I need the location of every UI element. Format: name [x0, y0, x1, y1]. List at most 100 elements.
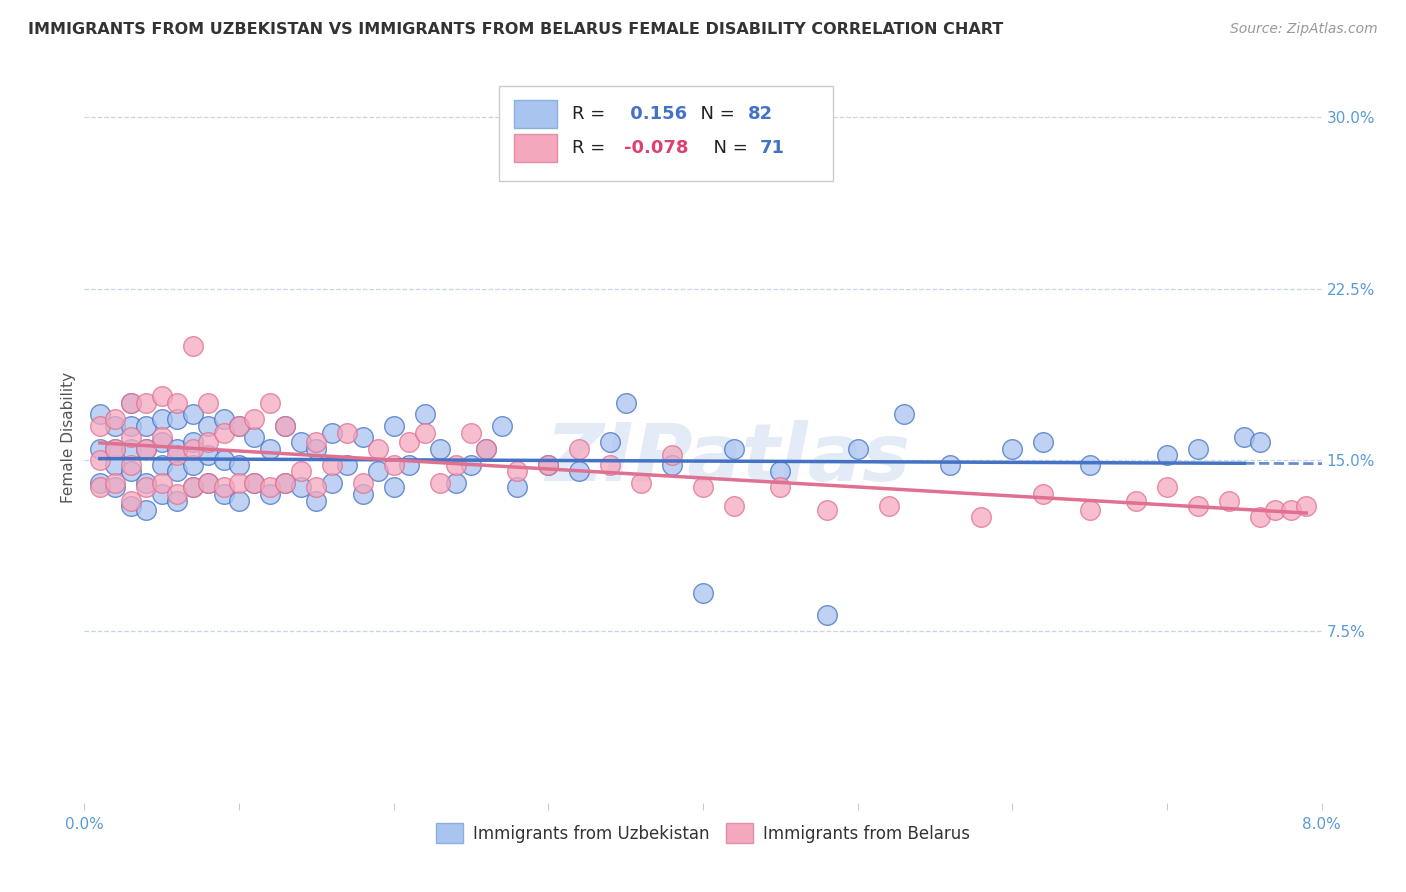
- Text: N =: N =: [689, 104, 741, 123]
- Point: [568, 442, 591, 456]
- Point: [723, 499, 745, 513]
- Point: [135, 503, 157, 517]
- Point: [243, 430, 266, 444]
- Point: [444, 458, 467, 472]
- Point: [723, 442, 745, 456]
- Point: [413, 425, 436, 440]
- Point: [89, 418, 111, 433]
- Point: [1125, 494, 1147, 508]
- Point: [274, 418, 297, 433]
- Point: [305, 480, 328, 494]
- Point: [460, 425, 482, 440]
- Point: [382, 418, 405, 433]
- Point: [120, 494, 142, 508]
- Point: [1001, 442, 1024, 456]
- Point: [692, 480, 714, 494]
- Point: [150, 487, 173, 501]
- Point: [197, 475, 219, 490]
- Point: [352, 475, 374, 490]
- Point: [1249, 434, 1271, 449]
- Point: [321, 425, 343, 440]
- Point: [1156, 480, 1178, 494]
- Point: [1218, 494, 1240, 508]
- Text: IMMIGRANTS FROM UZBEKISTAN VS IMMIGRANTS FROM BELARUS FEMALE DISABILITY CORRELAT: IMMIGRANTS FROM UZBEKISTAN VS IMMIGRANTS…: [28, 22, 1004, 37]
- Point: [228, 475, 250, 490]
- Point: [305, 442, 328, 456]
- Point: [815, 503, 838, 517]
- Text: 71: 71: [759, 139, 785, 157]
- Point: [769, 464, 792, 478]
- Point: [104, 442, 127, 456]
- Text: 0.156: 0.156: [624, 104, 688, 123]
- Point: [259, 480, 281, 494]
- Point: [212, 487, 235, 501]
- FancyBboxPatch shape: [513, 100, 557, 128]
- Point: [475, 442, 498, 456]
- Point: [197, 418, 219, 433]
- Point: [769, 480, 792, 494]
- Legend: Immigrants from Uzbekistan, Immigrants from Belarus: Immigrants from Uzbekistan, Immigrants f…: [430, 817, 976, 849]
- Text: N =: N =: [702, 139, 754, 157]
- Point: [352, 487, 374, 501]
- Point: [290, 480, 312, 494]
- Point: [290, 434, 312, 449]
- Point: [120, 396, 142, 410]
- Point: [181, 442, 204, 456]
- Point: [89, 442, 111, 456]
- Point: [89, 480, 111, 494]
- Point: [1187, 442, 1209, 456]
- Point: [212, 425, 235, 440]
- Point: [135, 475, 157, 490]
- Point: [352, 430, 374, 444]
- Point: [104, 480, 127, 494]
- Point: [181, 480, 204, 494]
- Y-axis label: Female Disability: Female Disability: [60, 371, 76, 503]
- Point: [150, 430, 173, 444]
- Point: [259, 487, 281, 501]
- Point: [150, 389, 173, 403]
- FancyBboxPatch shape: [499, 86, 832, 181]
- Point: [120, 442, 142, 456]
- Point: [197, 475, 219, 490]
- Point: [475, 442, 498, 456]
- FancyBboxPatch shape: [513, 135, 557, 162]
- Point: [120, 418, 142, 433]
- Text: Source: ZipAtlas.com: Source: ZipAtlas.com: [1230, 22, 1378, 37]
- Point: [444, 475, 467, 490]
- Point: [599, 434, 621, 449]
- Point: [321, 475, 343, 490]
- Point: [661, 458, 683, 472]
- Point: [104, 412, 127, 426]
- Point: [321, 458, 343, 472]
- Point: [1279, 503, 1302, 517]
- Point: [197, 434, 219, 449]
- Point: [305, 434, 328, 449]
- Point: [939, 458, 962, 472]
- Point: [197, 396, 219, 410]
- Point: [367, 464, 389, 478]
- Point: [460, 458, 482, 472]
- Point: [305, 494, 328, 508]
- Point: [150, 475, 173, 490]
- Text: R =: R =: [572, 104, 610, 123]
- Point: [228, 418, 250, 433]
- Point: [1078, 503, 1101, 517]
- Point: [120, 430, 142, 444]
- Point: [104, 458, 127, 472]
- Point: [506, 480, 529, 494]
- Point: [135, 480, 157, 494]
- Point: [1156, 449, 1178, 463]
- Point: [89, 475, 111, 490]
- Point: [1295, 499, 1317, 513]
- Point: [135, 418, 157, 433]
- Point: [150, 412, 173, 426]
- Point: [614, 396, 637, 410]
- Point: [228, 494, 250, 508]
- Point: [89, 453, 111, 467]
- Point: [259, 442, 281, 456]
- Point: [336, 425, 359, 440]
- Point: [104, 418, 127, 433]
- Point: [1032, 434, 1054, 449]
- Point: [274, 475, 297, 490]
- Point: [166, 494, 188, 508]
